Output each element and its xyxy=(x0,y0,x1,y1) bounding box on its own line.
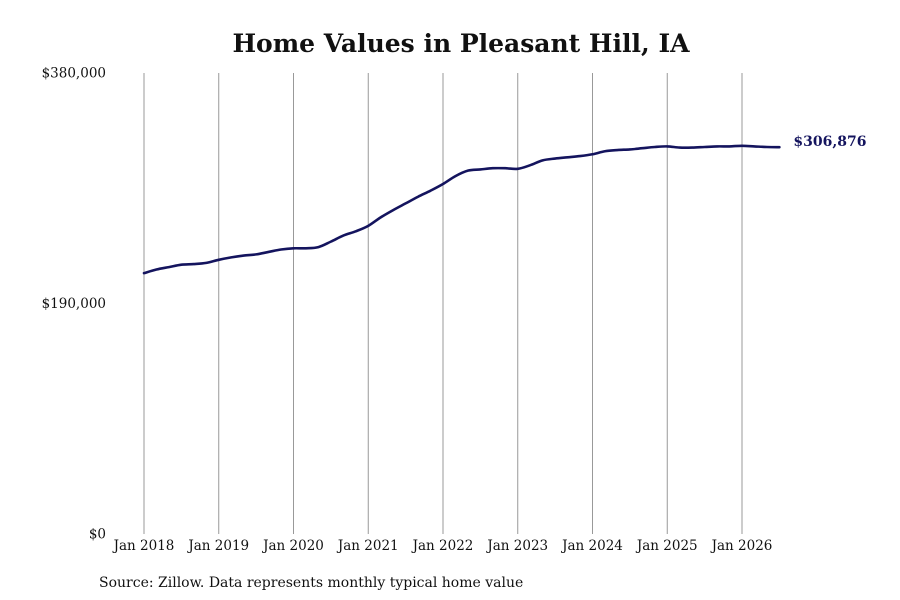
y-tick-label-1: $190,000 xyxy=(42,296,106,312)
x-tick-label-0: Jan 2018 xyxy=(112,538,175,554)
x-axis-ticks: Jan 2018 Jan 2019 Jan 2020 Jan 2021 Jan 2022… xyxy=(112,538,773,554)
chart-title: Home Values in Pleasant Hill, IA xyxy=(232,29,690,58)
x-tick-label-3: Jan 2021 xyxy=(336,538,399,554)
gridlines xyxy=(143,73,743,534)
y-axis-ticks: $0 $190,000 $380,000 xyxy=(42,66,106,543)
series-layer xyxy=(142,144,781,275)
source-note: Source: Zillow. Data represents monthly … xyxy=(99,575,523,591)
x-tick-label-2: Jan 2020 xyxy=(261,538,324,554)
x-tick-label-8: Jan 2026 xyxy=(710,538,773,554)
x-tick-label-1: Jan 2019 xyxy=(186,538,249,554)
x-tick-label-6: Jan 2024 xyxy=(560,538,623,554)
x-tick-label-7: Jan 2025 xyxy=(635,538,698,554)
x-tick-label-5: Jan 2023 xyxy=(485,538,548,554)
series-line-0 xyxy=(142,144,781,275)
y-tick-label-2: $380,000 xyxy=(42,66,106,82)
x-tick-label-4: Jan 2022 xyxy=(411,538,474,554)
y-tick-label-0: $0 xyxy=(89,527,106,543)
end-value-label: $306,876 xyxy=(793,134,866,150)
